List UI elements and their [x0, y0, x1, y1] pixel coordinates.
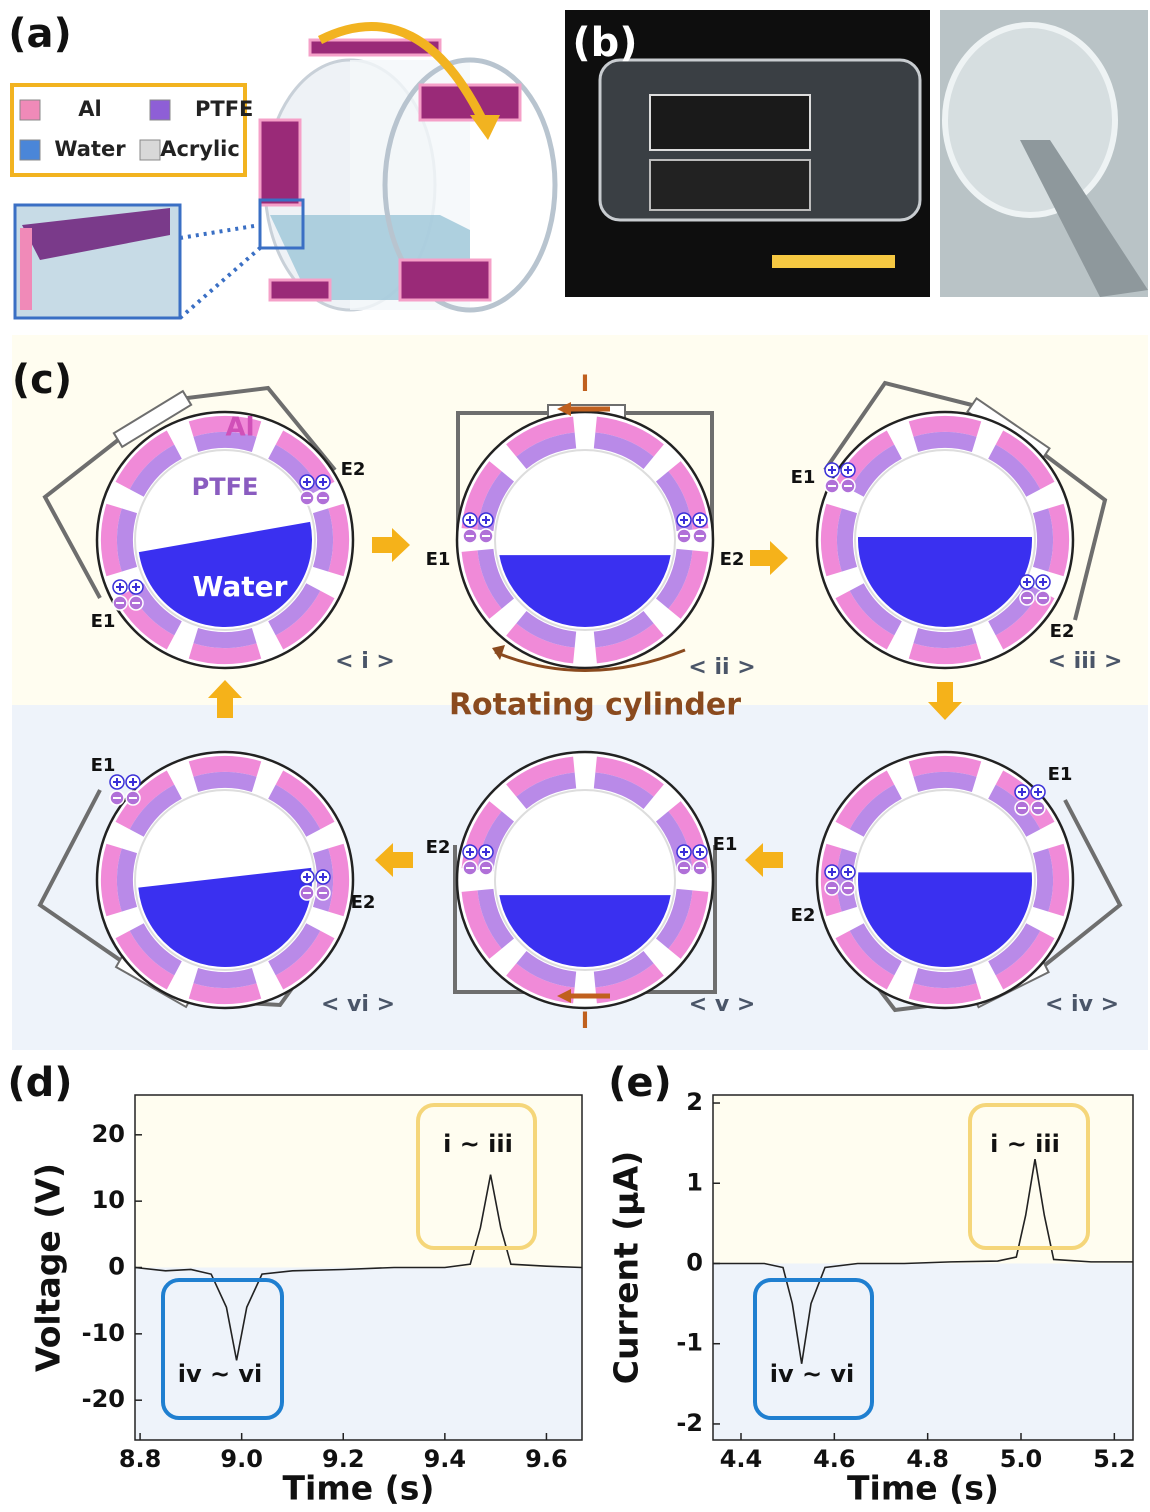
label: < ii > [688, 655, 755, 680]
label: I [581, 1009, 589, 1034]
label: (c) [12, 357, 72, 403]
rotation-arrowhead [470, 115, 500, 140]
zoom-link [180, 225, 260, 238]
label: PTFE [192, 473, 259, 501]
legend-swatch [20, 100, 40, 120]
label: < vi > [321, 992, 395, 1017]
y-tick-label: -2 [676, 1409, 703, 1437]
scale-bar [772, 255, 895, 268]
label: E1 [1048, 764, 1073, 785]
label: E1 [713, 834, 738, 855]
y-tick-label: 10 [92, 1186, 125, 1214]
label: E2 [720, 549, 745, 570]
x-tick-label: 8.8 [119, 1445, 162, 1473]
photo-electrode [650, 95, 810, 150]
label: Al [78, 97, 101, 121]
y-tick-label: -10 [82, 1319, 125, 1347]
electrode-strip [260, 120, 300, 205]
annotation: iv ~ vi [178, 1360, 263, 1388]
label: (e) [608, 1060, 672, 1106]
photo-ring [945, 25, 1115, 215]
y-tick-label: -20 [82, 1385, 125, 1413]
inset-al [20, 228, 32, 310]
label: (d) [7, 1060, 72, 1106]
y-axis-label: Current (μA) [607, 1151, 646, 1384]
legend-swatch [150, 100, 170, 120]
figure: (a) Al PTFE Water Acrylic (b) (c) E1 E2 < i > E1 E2… [0, 0, 1150, 1512]
electrode-strip [270, 280, 330, 300]
label: < i > [335, 649, 395, 674]
label: E1 [426, 549, 451, 570]
legend-swatch [20, 140, 40, 160]
label: PTFE [195, 97, 253, 121]
label: E2 [426, 837, 451, 858]
x-tick-label: 9.6 [525, 1445, 568, 1473]
y-tick-label: 0 [108, 1253, 125, 1281]
label: Water [193, 570, 288, 603]
x-tick-label: 5.2 [1093, 1445, 1136, 1473]
plot-bg-upper [135, 1095, 582, 1268]
label: < iii > [1048, 649, 1123, 674]
legend-swatch [140, 140, 160, 160]
label: E2 [791, 905, 816, 926]
y-tick-label: 20 [92, 1120, 125, 1148]
plot-bg-lower [713, 1263, 1133, 1440]
label: < iv > [1045, 992, 1119, 1017]
annotation: i ~ iii [443, 1130, 513, 1158]
annotation: iv ~ vi [770, 1360, 855, 1388]
y-axis-label: Voltage (V) [29, 1163, 68, 1372]
photo-electrode [650, 160, 810, 210]
label: E1 [791, 467, 816, 488]
label: Water [54, 137, 126, 161]
x-axis-label: Time (s) [847, 1469, 999, 1508]
label: (b) [572, 20, 637, 66]
label: < v > [689, 992, 756, 1017]
label: E2 [351, 892, 376, 913]
x-axis-label: Time (s) [283, 1469, 435, 1508]
zoom-link [180, 248, 260, 318]
y-tick-label: 1 [686, 1168, 703, 1196]
x-tick-label: 9.0 [220, 1445, 263, 1473]
x-tick-label: 4.4 [720, 1445, 763, 1473]
label: Acrylic [160, 137, 240, 161]
label: Al [225, 413, 254, 443]
label: E1 [91, 611, 116, 632]
label: E1 [91, 755, 116, 776]
label: I [581, 372, 589, 397]
y-tick-label: 0 [686, 1248, 703, 1276]
label: (a) [8, 11, 72, 57]
y-tick-label: -1 [676, 1329, 703, 1357]
annotation: i ~ iii [990, 1130, 1060, 1158]
label: E2 [1050, 621, 1075, 642]
label: E2 [341, 459, 366, 480]
x-tick-label: 5.0 [1000, 1445, 1043, 1473]
label: Rotating cylinder [449, 688, 741, 723]
plot-bg-upper [713, 1095, 1133, 1263]
electrode-strip [400, 260, 490, 300]
y-tick-label: 2 [686, 1088, 703, 1116]
plot-bg-lower [135, 1268, 582, 1441]
